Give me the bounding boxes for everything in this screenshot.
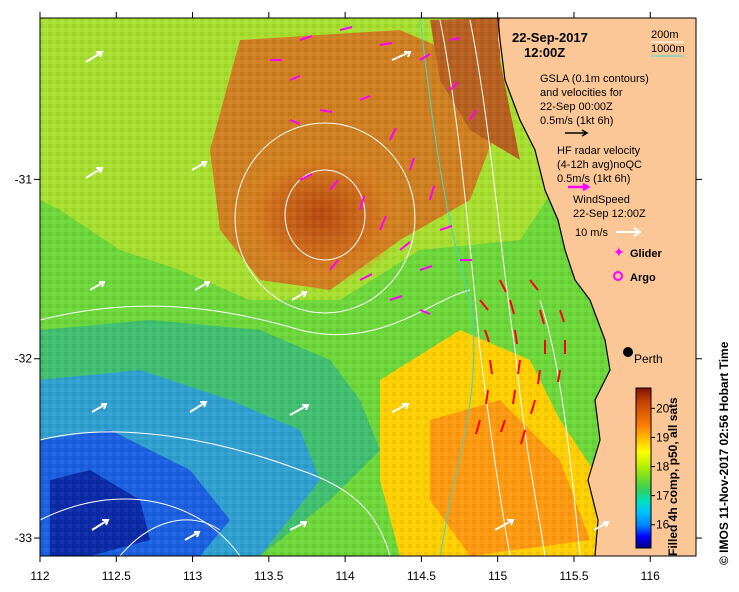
perth-label: Perth: [634, 352, 663, 366]
perth-marker: [623, 347, 633, 357]
gsla-legend-line3: 22-Sep 00:00Z: [540, 101, 613, 113]
x-tick-label: 115.5: [559, 569, 588, 583]
gsla-legend-scale: 0.5m/s (1kt 6h): [540, 115, 613, 127]
colorbar-label: Filled 4h comp, p50, all sats: [666, 397, 680, 556]
colorbar-tick-label: 19: [656, 430, 670, 444]
copyright-label: © IMOS 11-Nov-2017 02:56 Hobart Time: [717, 341, 731, 565]
colorbar-tick-label: 18: [656, 460, 670, 474]
gsla-legend-line1: GSLA (0.1m contours): [540, 73, 649, 85]
x-tick-label: 116: [641, 569, 660, 583]
x-tick-label: 112.5: [102, 569, 131, 583]
gsla-contours: [39, 19, 581, 557]
x-tick-label: 114: [336, 569, 355, 583]
wind-scale-arrow: [616, 227, 642, 237]
hf-legend-line2: (4-12h avg)noQC: [557, 159, 642, 171]
glider-label: Glider: [630, 248, 663, 260]
wind-legend-line2: 22-Sep 12:00Z: [573, 208, 646, 220]
depth-200-label: 200m: [651, 29, 679, 41]
y-tick-label: -31: [15, 172, 33, 186]
colorbar: 16 17 18 19 20 Filled 4h comp, p50, all sats: [635, 387, 680, 556]
gsla-legend-line2: and velocities for: [540, 87, 623, 99]
y-axis: -31 -32 -33: [15, 172, 702, 545]
title-date: 22-Sep-2017: [512, 30, 588, 45]
hf-radar-arrows-coastal: [475, 279, 566, 445]
glider-marker: ✦: [613, 244, 625, 260]
y-tick-label: -33: [15, 531, 33, 545]
hf-scale-arrow: [568, 182, 591, 192]
x-tick-label: 112: [30, 569, 49, 583]
coastline: [497, 17, 611, 557]
x-tick-label: 114.5: [407, 569, 436, 583]
hf-radar-arrows: [270, 26, 477, 315]
x-axis: 112 112.5 113 113.5 114 114.5 115 115.5 116: [30, 12, 660, 583]
colorbar-tick-label: 16: [656, 518, 670, 532]
x-tick-label: 115: [488, 569, 507, 583]
y-tick-label: -32: [15, 352, 33, 366]
map-plot-area: Perth: [39, 17, 697, 557]
x-tick-label: 113.5: [254, 569, 283, 583]
depth-1000-label: 1000m: [651, 43, 685, 55]
plot-border: [39, 17, 697, 557]
argo-marker: [613, 271, 623, 281]
wind-legend-line1: WindSpeed: [573, 194, 630, 206]
colorbar-ramp: [635, 387, 652, 549]
gsla-velocity-arrows: [85, 51, 610, 541]
bathymetry-1000m: [419, 17, 475, 557]
title-time: 12:00Z: [524, 45, 565, 60]
colorbar-tick-label: 20: [656, 401, 670, 415]
colorbar-tick-label: 17: [656, 489, 670, 503]
x-tick-label: 113: [183, 569, 202, 583]
argo-label: Argo: [630, 272, 656, 284]
gsla-scale-arrow: [565, 129, 589, 137]
hf-legend-scale: 0.5m/s (1kt 6h): [557, 173, 630, 185]
wind-legend-scale: 10 m/s: [575, 227, 609, 239]
hf-legend-line1: HF radar velocity: [557, 145, 641, 157]
